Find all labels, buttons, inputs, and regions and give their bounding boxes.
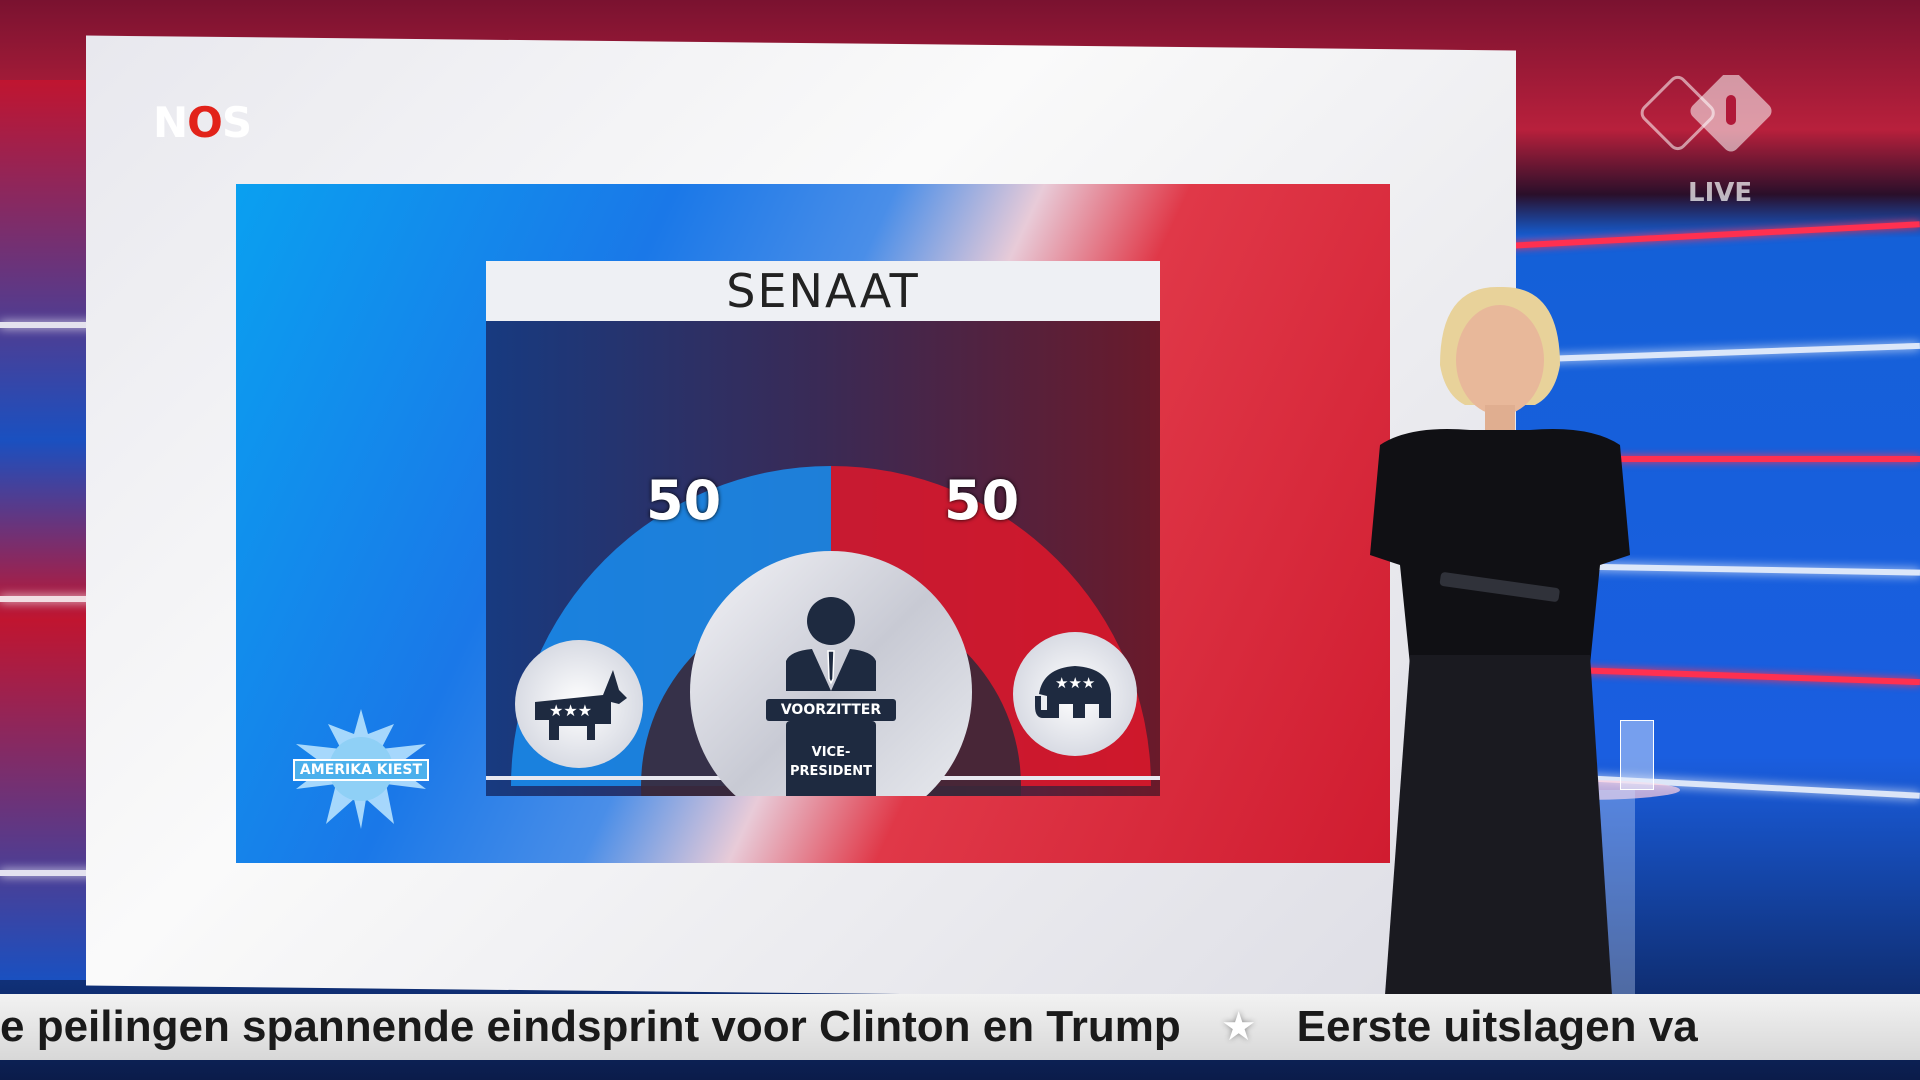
presenter — [1350, 285, 1650, 995]
star-separator-icon: ★ — [1220, 1004, 1257, 1050]
vice-label: VICE- — [811, 745, 851, 760]
svg-text:★★★: ★★★ — [1055, 674, 1095, 692]
elephant-icon: ★★★ — [1013, 632, 1137, 756]
nos-logo: NOS — [153, 98, 252, 147]
ticker-item: e peilingen spannende eindsprint voor Cl… — [0, 1002, 1181, 1051]
republican-seat-count: 50 — [944, 469, 1020, 532]
vice-president-circle: VOORZITTER VICE- PRESIDENT — [690, 551, 972, 796]
water-glass — [1620, 720, 1654, 790]
light-stripe — [1510, 456, 1920, 462]
donkey-icon: ★★★ — [515, 640, 643, 768]
news-ticker: e peilingen spannende eindsprint voor Cl… — [0, 994, 1920, 1060]
president-label: PRESIDENT — [789, 764, 873, 779]
npo1-logo — [1625, 70, 1775, 175]
light-stripe — [0, 322, 100, 328]
amerika-kiest-logo: AMERIKA KIEST — [286, 704, 436, 834]
ticker-item: Eerste uitslagen va — [1296, 1002, 1698, 1051]
democrat-seat-count: 50 — [646, 469, 722, 532]
live-label: LIVE — [1688, 178, 1753, 208]
person-at-podium-icon — [766, 597, 896, 796]
light-stripe — [1510, 221, 1920, 249]
voorzitter-label: VOORZITTER — [780, 702, 882, 718]
svg-text:★★★: ★★★ — [549, 701, 592, 720]
senate-graphic: SENAAT 50 50 ★★★ ★★★ VOORZITTER VICE- PR… — [486, 261, 1160, 796]
light-stripe — [0, 870, 100, 876]
graphic-title: SENAAT — [486, 261, 1160, 321]
show-logo-text: AMERIKA KIEST — [299, 762, 423, 778]
light-stripe — [0, 596, 100, 602]
